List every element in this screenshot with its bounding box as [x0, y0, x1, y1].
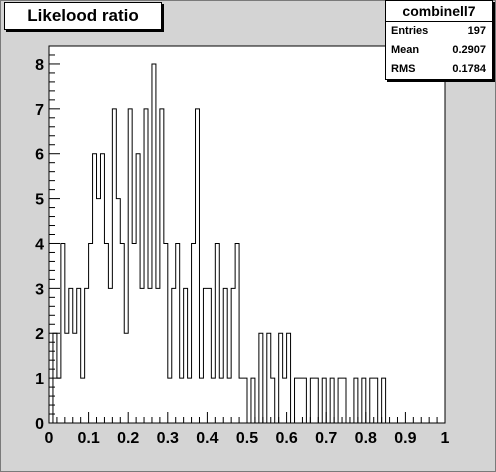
- stats-key: Entries: [391, 25, 429, 37]
- x-tick-label: 0: [45, 430, 54, 447]
- stats-row-mean: Mean 0.2907: [386, 41, 492, 60]
- stats-value: 197: [467, 25, 486, 37]
- y-tick-label: 4: [35, 236, 44, 253]
- stats-key: RMS: [391, 63, 416, 75]
- x-tick-label: 0.8: [355, 430, 377, 447]
- y-tick-label: 5: [35, 192, 44, 209]
- x-axis-ticks: 0 0.1 0.2 0.3 0.4 0.5 0.6 0.7 0.8 0.9 1: [45, 412, 450, 447]
- y-tick-label: 3: [35, 281, 44, 298]
- histogram-title: Likelood ratio: [4, 2, 162, 30]
- y-tick-label: 6: [35, 147, 44, 164]
- plot-frame: [48, 45, 446, 424]
- x-tick-label: 1: [441, 430, 450, 447]
- x-tick-label: 0.1: [77, 430, 99, 447]
- y-tick-label: 1: [35, 371, 44, 388]
- x-tick-label: 0.3: [157, 430, 179, 447]
- y-tick-label: 8: [35, 57, 44, 74]
- x-tick-label: 0.7: [315, 430, 337, 447]
- stats-row-rms: RMS 0.1784: [386, 60, 492, 79]
- y-tick-label: 2: [35, 326, 44, 343]
- x-tick-label: 0.6: [275, 430, 297, 447]
- stats-box: combinell7 Entries 197 Mean 0.2907 RMS 0…: [385, 0, 493, 80]
- y-tick-label: 0: [35, 416, 44, 433]
- y-tick-label: 7: [35, 102, 44, 119]
- stats-row-entries: Entries 197: [386, 22, 492, 41]
- stats-key: Mean: [391, 44, 420, 56]
- stats-title: combinell7: [386, 1, 492, 22]
- x-tick-label: 0.9: [394, 430, 416, 447]
- stats-value: 0.1784: [452, 63, 486, 75]
- x-tick-label: 0.4: [196, 430, 218, 447]
- x-tick-label: 0.2: [117, 430, 139, 447]
- y-axis-ticks: 0 1 2 3 4 5 6 7 8: [35, 45, 60, 433]
- x-tick-label: 0.5: [236, 430, 258, 447]
- stats-value: 0.2907: [452, 44, 486, 56]
